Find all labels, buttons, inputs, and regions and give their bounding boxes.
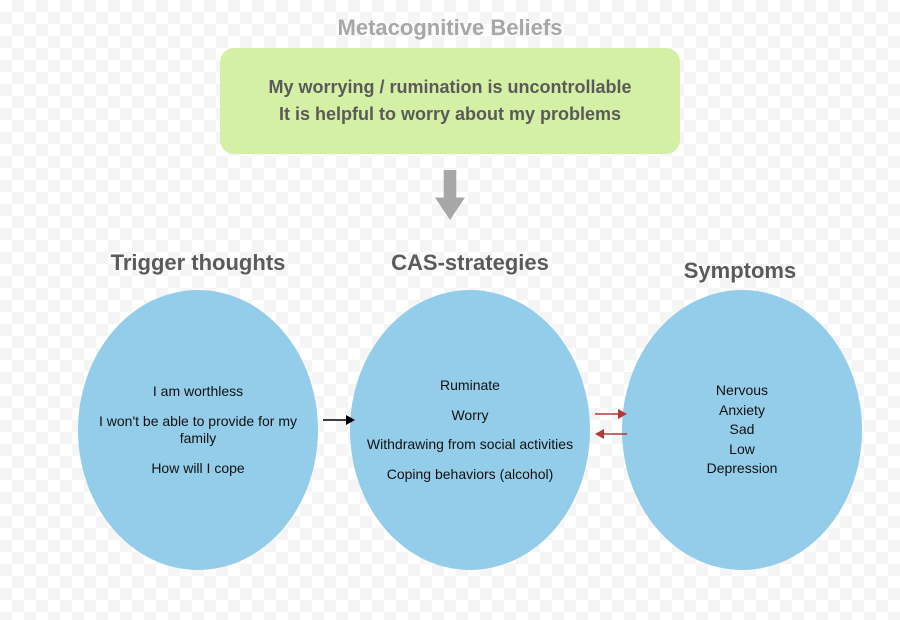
ellipse-cas-strategies: Ruminate Worry Withdrawing from social act…	[350, 290, 590, 570]
arrow-right-red-icon	[594, 407, 628, 421]
arrow-left-red-icon	[594, 427, 628, 441]
title-metacognitive-beliefs: Metacognitive Beliefs	[300, 15, 600, 41]
ellipse-item: Withdrawing from social activities	[367, 436, 573, 454]
ellipse-item: I won't be able to provide for my family	[88, 413, 308, 448]
ellipse-item: Anxiety	[719, 402, 765, 420]
ellipse-item: Depression	[707, 460, 778, 478]
ellipse-symptoms: Nervous AnxietySad LowDepression	[622, 290, 862, 570]
belief-box: My worrying / rumination is uncontrollab…	[220, 48, 680, 154]
ellipse-item: Ruminate	[440, 377, 500, 395]
belief-line-1: My worrying / rumination is uncontrollab…	[268, 74, 631, 101]
diagram-canvas: Metacognitive Beliefs My worrying / rumi…	[0, 0, 900, 620]
ellipse-item: Low	[729, 441, 755, 459]
ellipse-item: I am worthless	[153, 383, 243, 401]
ellipse-item: How will I cope	[151, 460, 244, 478]
label-trigger-thoughts: Trigger thoughts	[88, 250, 308, 276]
arrow-right-icon	[322, 413, 356, 427]
ellipse-item: Sad	[730, 421, 755, 439]
ellipse-item: Coping behaviors (alcohol)	[387, 466, 554, 484]
label-cas-strategies: CAS-strategies	[360, 250, 580, 276]
arrow-down-icon	[435, 170, 465, 220]
belief-line-2: It is helpful to worry about my problems	[279, 101, 621, 128]
label-symptoms: Symptoms	[640, 258, 840, 284]
ellipse-item: Worry	[451, 407, 488, 425]
ellipse-item: Nervous	[716, 382, 768, 400]
ellipse-trigger-thoughts: I am worthless I won't be able to provide…	[78, 290, 318, 570]
